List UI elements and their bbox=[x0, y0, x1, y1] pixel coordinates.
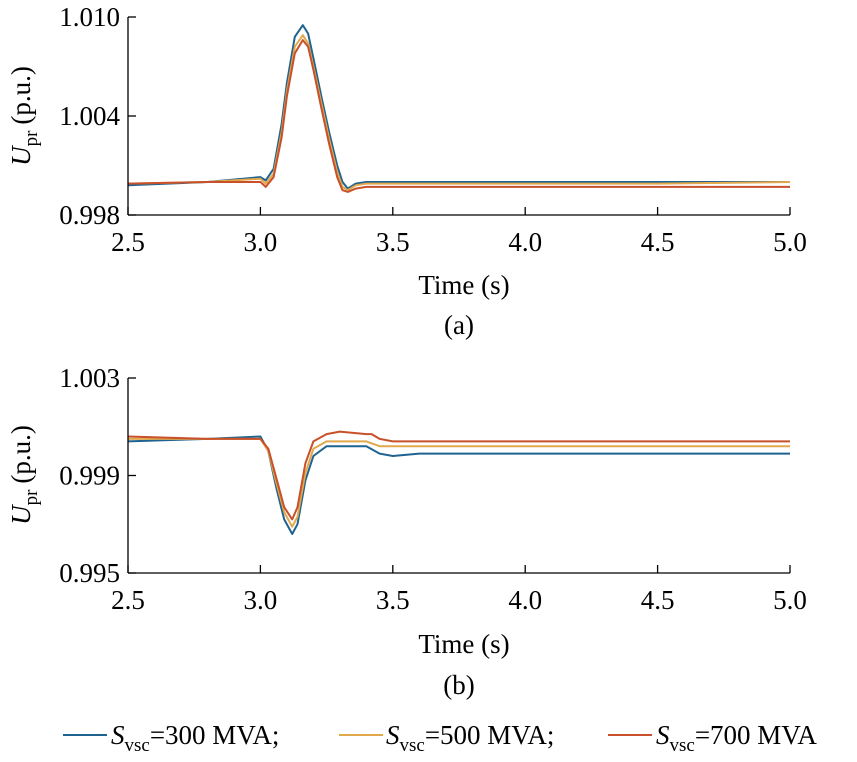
y-tick-label: 0.999 bbox=[59, 461, 120, 491]
legend-item-700: Svsc=700 MVA bbox=[608, 720, 817, 756]
y-label-unit: (p.u.) bbox=[6, 425, 36, 483]
series-line-1 bbox=[128, 437, 790, 528]
series-line-0 bbox=[127, 435, 790, 535]
x-tick-label: 5.0 bbox=[773, 585, 807, 615]
x-axis-label: Time (s) bbox=[418, 270, 509, 300]
y-label-main: U bbox=[6, 504, 36, 525]
y-label-main: U bbox=[6, 145, 36, 166]
panel-label: (b) bbox=[443, 670, 474, 700]
x-tick-label: 4.0 bbox=[508, 585, 542, 615]
panel-b: 2.5 3.0 3.5 4.0 4.5 5.0 0.995 0.999 1.003 Time (… bbox=[6, 363, 807, 700]
y-tick-label: 0.998 bbox=[59, 200, 120, 230]
legend-label: Svsc=300 MVA; bbox=[111, 720, 279, 756]
legend: Svsc=300 MVA; Svsc=500 MVA; Svsc=700 MVA bbox=[63, 720, 817, 756]
legend-label: Svsc=700 MVA bbox=[656, 720, 817, 756]
y-tick-label: 1.003 bbox=[59, 363, 120, 393]
x-tick-label: 5.0 bbox=[773, 227, 807, 257]
series-line-1 bbox=[127, 34, 791, 192]
y-label-sub: pr bbox=[21, 489, 42, 506]
x-tick-label: 2.5 bbox=[111, 585, 145, 615]
panel-label: (a) bbox=[444, 310, 474, 340]
x-tick-label: 3.0 bbox=[244, 227, 278, 257]
x-tick-label: 2.5 bbox=[111, 227, 145, 257]
panel-a: 2.5 3.0 3.5 4.0 4.5 5.0 0.998 1.004 1.010 Time (… bbox=[6, 2, 807, 340]
series-line-2 bbox=[127, 39, 790, 193]
y-tick-label: 0.995 bbox=[59, 558, 120, 588]
y-axis-label: Upr (p.u.) bbox=[6, 66, 42, 166]
y-label-unit: (p.u.) bbox=[6, 66, 36, 124]
series-line-2 bbox=[127, 430, 790, 521]
y-axis-label: Upr (p.u.) bbox=[6, 425, 42, 525]
x-tick-label: 3.5 bbox=[376, 585, 410, 615]
x-tick-label: 3.5 bbox=[376, 227, 410, 257]
x-tick-label: 3.0 bbox=[244, 585, 278, 615]
y-tick-label: 1.004 bbox=[59, 101, 120, 131]
series-line-0 bbox=[127, 24, 790, 190]
x-tick-label: 4.5 bbox=[641, 585, 675, 615]
legend-item-300: Svsc=300 MVA; bbox=[63, 720, 279, 756]
x-axis-label: Time (s) bbox=[418, 629, 509, 659]
y-label-sub: pr bbox=[21, 130, 42, 147]
legend-label: Svsc=500 MVA; bbox=[386, 720, 554, 756]
x-tick-label: 4.0 bbox=[508, 227, 542, 257]
y-tick-label: 1.010 bbox=[59, 2, 120, 32]
x-tick-label: 4.5 bbox=[641, 227, 675, 257]
legend-item-500: Svsc=500 MVA; bbox=[339, 720, 554, 756]
